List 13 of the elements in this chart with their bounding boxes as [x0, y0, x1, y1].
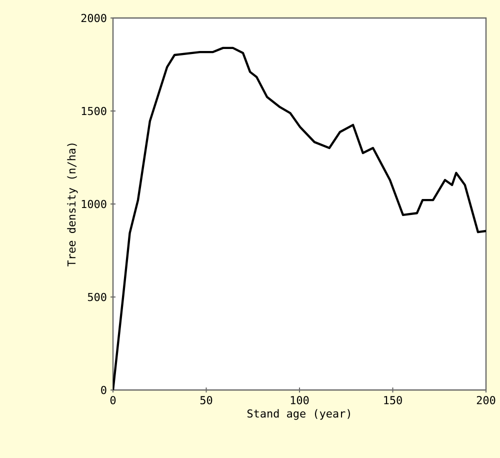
x-tick-label: 200	[476, 396, 496, 404]
y-axis-title: Tree density (n/ha)	[67, 144, 78, 266]
line-series	[113, 46, 486, 390]
y-tick-label: 1000	[82, 200, 106, 208]
x-axis-title: Stand age (year)	[247, 409, 350, 420]
y-tick-label: 1500	[82, 106, 106, 116]
y-tick-label: 500	[88, 292, 106, 302]
x-tick-label: 0	[110, 396, 116, 404]
y-tick-label: 0	[101, 386, 106, 394]
x-tick-label: 100	[290, 396, 309, 404]
y-tick-label: 2000	[81, 14, 106, 22]
x-tick-label: 150	[384, 396, 402, 404]
x-tick-label: 50	[200, 396, 212, 404]
